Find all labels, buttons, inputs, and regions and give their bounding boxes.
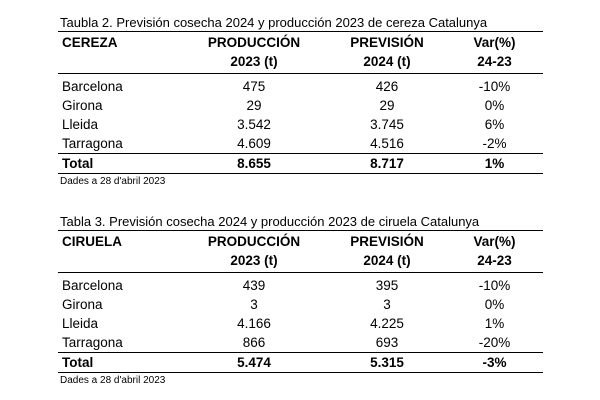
total-label: Total: [62, 355, 94, 370]
variation-cell: -10%: [478, 79, 511, 94]
forecast-cell: 4.516: [370, 136, 404, 151]
table-source-note: Dades a 28 d'abril 2023: [60, 176, 166, 187]
cereza-table: CEREZA PRODUCCIÓN 2023 (t) PREVISIÓN 202…: [58, 31, 543, 174]
table-total-row: Total 5.474 5.315 -3%: [58, 352, 543, 372]
production-cell: 4.609: [237, 136, 271, 151]
table-source-note: Dades a 28 d'abril 2023: [60, 375, 166, 386]
total-variation: 1%: [484, 156, 505, 171]
production-cell: 3: [250, 297, 258, 312]
table-row: Girona 29 29 0%: [58, 96, 543, 115]
variation-cell: 1%: [484, 316, 505, 331]
province-cell: Tarragona: [62, 136, 123, 151]
table-row: Barcelona 439 395 -10%: [58, 276, 543, 295]
table-row: Barcelona 475 426 -10%: [58, 77, 543, 96]
variation-cell: -10%: [478, 278, 511, 293]
header-forecast-2024: PREVISIÓN 2024 (t): [350, 35, 424, 69]
province-cell: Barcelona: [62, 79, 123, 94]
forecast-cell: 3: [383, 297, 391, 312]
variation-cell: 0%: [484, 98, 505, 113]
forecast-cell: 395: [375, 278, 399, 293]
header-forecast-2024: PREVISIÓN 2024 (t): [350, 234, 424, 268]
table-header-row: CIRUELA PRODUCCIÓN 2023 (t) PREVISIÓN 20…: [58, 231, 543, 273]
production-cell: 29: [246, 98, 262, 113]
ciruela-table-block: Tabla 3. Previsión cosecha 2024 y produc…: [58, 214, 543, 387]
table-row: Lleida 3.542 3.745 6%: [58, 115, 543, 134]
total-label: Total: [62, 156, 94, 171]
province-cell: Lleida: [62, 316, 99, 331]
table-total-row: Total 8.655 8.717 1%: [58, 153, 543, 173]
total-production: 5.474: [237, 355, 271, 370]
province-cell: Lleida: [62, 117, 99, 132]
total-forecast: 8.717: [370, 156, 404, 171]
header-variation: Var(%) 24-23: [473, 35, 516, 69]
table-row: Tarragona 866 693 -20%: [58, 333, 543, 352]
variation-cell: -2%: [482, 136, 507, 151]
production-cell: 4.166: [237, 316, 271, 331]
header-production-2023: PRODUCCIÓN 2023 (t): [207, 234, 301, 268]
table-caption: Taubla 2. Previsión cosecha 2024 y produ…: [60, 15, 488, 30]
header-product: CIRUELA: [62, 234, 122, 249]
province-cell: Barcelona: [62, 278, 123, 293]
ciruela-table: CIRUELA PRODUCCIÓN 2023 (t) PREVISIÓN 20…: [58, 230, 543, 373]
production-cell: 475: [242, 79, 266, 94]
variation-cell: 0%: [484, 297, 505, 312]
table-caption: Tabla 3. Previsión cosecha 2024 y produc…: [60, 214, 480, 229]
production-cell: 439: [242, 278, 266, 293]
production-cell: 3.542: [237, 117, 271, 132]
header-production-2023: PRODUCCIÓN 2023 (t): [207, 35, 301, 69]
forecast-cell: 4.225: [370, 316, 404, 331]
forecast-cell: 693: [375, 335, 399, 350]
table-row: Girona 3 3 0%: [58, 295, 543, 314]
total-variation: -3%: [482, 355, 507, 370]
province-cell: Tarragona: [62, 335, 123, 350]
variation-cell: -20%: [478, 335, 511, 350]
table-row: Tarragona 4.609 4.516 -2%: [58, 134, 543, 153]
header-product: CEREZA: [62, 35, 118, 50]
cereza-table-block: Taubla 2. Previsión cosecha 2024 y produ…: [58, 15, 543, 188]
province-cell: Girona: [62, 98, 103, 113]
production-cell: 866: [242, 335, 266, 350]
province-cell: Girona: [62, 297, 103, 312]
total-production: 8.655: [237, 156, 271, 171]
table-row: Lleida 4.166 4.225 1%: [58, 314, 543, 333]
variation-cell: 6%: [484, 117, 505, 132]
header-variation: Var(%) 24-23: [473, 234, 516, 268]
forecast-cell: 29: [379, 98, 395, 113]
forecast-cell: 426: [375, 79, 399, 94]
table-header-row: CEREZA PRODUCCIÓN 2023 (t) PREVISIÓN 202…: [58, 32, 543, 74]
forecast-cell: 3.745: [370, 117, 404, 132]
total-forecast: 5.315: [370, 355, 404, 370]
